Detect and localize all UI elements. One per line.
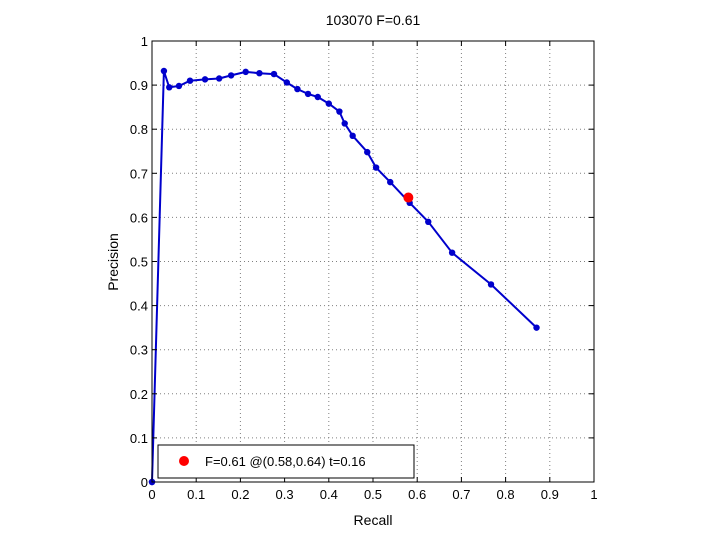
x-axis-title: Recall xyxy=(354,512,393,528)
y-tick-label: 0.9 xyxy=(130,78,148,93)
pr-curve-point xyxy=(270,70,278,78)
pr-curve-point xyxy=(186,77,194,84)
grid xyxy=(152,41,594,482)
best-f-point xyxy=(403,192,414,203)
x-tick-label: 0.9 xyxy=(541,487,559,502)
x-tick-label: 0.3 xyxy=(276,487,294,502)
pr-curve-point xyxy=(341,120,348,127)
pr-curve-point xyxy=(533,324,540,331)
pr-curve-point xyxy=(487,281,495,288)
pr-curve-point xyxy=(175,82,183,90)
y-tick-labels: 0 0.1 0.2 0.3 0.4 0.5 0.6 0.7 0.8 0.9 1 xyxy=(130,34,148,490)
y-tick-label: 0.1 xyxy=(130,431,148,446)
pr-curve-point xyxy=(314,93,321,101)
pr-curve-point xyxy=(215,75,223,82)
y-tick-label: 0 xyxy=(141,475,148,490)
pr-curve-point xyxy=(349,132,356,140)
pr-curve-point xyxy=(304,90,312,98)
y-tick-label: 1 xyxy=(141,34,148,49)
x-tick-label: 0.5 xyxy=(364,487,382,502)
pr-curve-point xyxy=(227,72,235,79)
legend: F=0.61 @(0.58,0.64) t=0.16 xyxy=(157,444,415,479)
y-tick-label: 0.5 xyxy=(130,255,148,270)
y-tick-label: 0.2 xyxy=(130,387,148,402)
pr-curve-point xyxy=(294,85,301,93)
x-tick-label: 0.2 xyxy=(231,487,249,502)
pr-curve-point xyxy=(160,67,168,75)
series-layer xyxy=(148,67,540,486)
pr-curve-point xyxy=(387,178,394,186)
pr-curve-point xyxy=(325,100,332,107)
y-tick-label: 0.6 xyxy=(130,210,148,225)
pr-curve-point xyxy=(201,76,209,83)
y-tick-label: 0.8 xyxy=(130,122,148,137)
pr-curve-point xyxy=(242,68,249,76)
x-tick-labels: 0 0.1 0.2 0.3 0.4 0.5 0.6 0.7 0.8 0.9 1 xyxy=(148,487,597,502)
x-tick-label: 0.6 xyxy=(408,487,426,502)
pr-curve-point xyxy=(283,79,291,86)
x-tick-label: 0 xyxy=(148,487,155,502)
y-axis-title: Precision xyxy=(105,233,121,291)
y-tick-label: 0.4 xyxy=(130,299,148,314)
pr-curve-point xyxy=(336,108,343,115)
legend-box xyxy=(157,444,415,479)
y-tick-label: 0.7 xyxy=(130,166,148,181)
pr-curve-point xyxy=(256,69,263,77)
pr-curve-point xyxy=(425,218,432,226)
x-tick-label: 1 xyxy=(590,487,597,502)
pr-curve-point xyxy=(364,148,371,156)
ticks xyxy=(151,40,595,483)
pr-curve-point xyxy=(166,84,173,91)
x-tick-label: 0.1 xyxy=(187,487,205,502)
x-tick-label: 0.4 xyxy=(320,487,338,502)
legend-marker xyxy=(179,456,189,466)
x-tick-label: 0.7 xyxy=(452,487,470,502)
y-tick-label: 0.3 xyxy=(130,343,148,358)
x-tick-label: 0.8 xyxy=(497,487,515,502)
pr-curve-point xyxy=(372,164,380,171)
highlight-layer xyxy=(403,192,414,203)
chart-title: 103070 F=0.61 xyxy=(326,12,421,28)
legend-label: F=0.61 @(0.58,0.64) t=0.16 xyxy=(205,454,366,469)
pr-curve-point xyxy=(448,249,456,256)
